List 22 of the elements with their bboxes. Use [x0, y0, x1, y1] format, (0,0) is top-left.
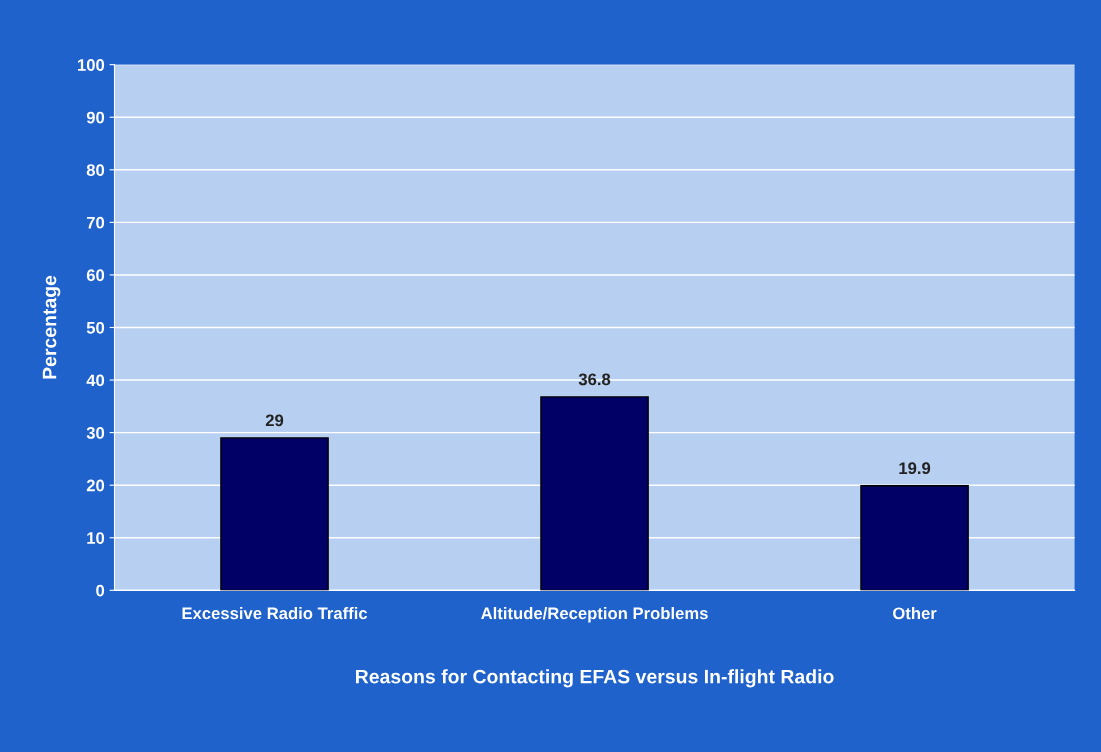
y-axis-title: Percentage	[42, 275, 61, 379]
x-tick-label: Other	[893, 606, 937, 620]
y-tick-label: 60	[86, 269, 105, 282]
y-tick-label: 70	[86, 216, 105, 229]
x-tick-label: Altitude/Reception Problems	[481, 606, 708, 623]
y-tick-label: 30	[86, 427, 105, 439]
x-tick-label: Excessive Radio Traffic	[182, 606, 368, 620]
y-tick-label: 10	[87, 532, 105, 544]
bar	[860, 485, 969, 591]
y-tick-label: 40	[86, 374, 105, 387]
y-tick-label: 100	[78, 59, 105, 71]
y-tick-label: 0	[96, 584, 105, 597]
data-label: 19.9	[899, 462, 931, 475]
y-tick-label: 20	[86, 479, 105, 492]
x-axis-title: Reasons for Contacting EFAS versus In-flight Radio	[356, 669, 834, 688]
y-tick-label: 50	[86, 321, 105, 334]
data-label: 29	[265, 414, 284, 427]
bar	[540, 396, 649, 591]
y-tick-label: 80	[86, 164, 105, 176]
bar	[220, 437, 329, 591]
y-tick-label: 90	[86, 111, 105, 124]
data-label: 36.8	[578, 373, 611, 386]
